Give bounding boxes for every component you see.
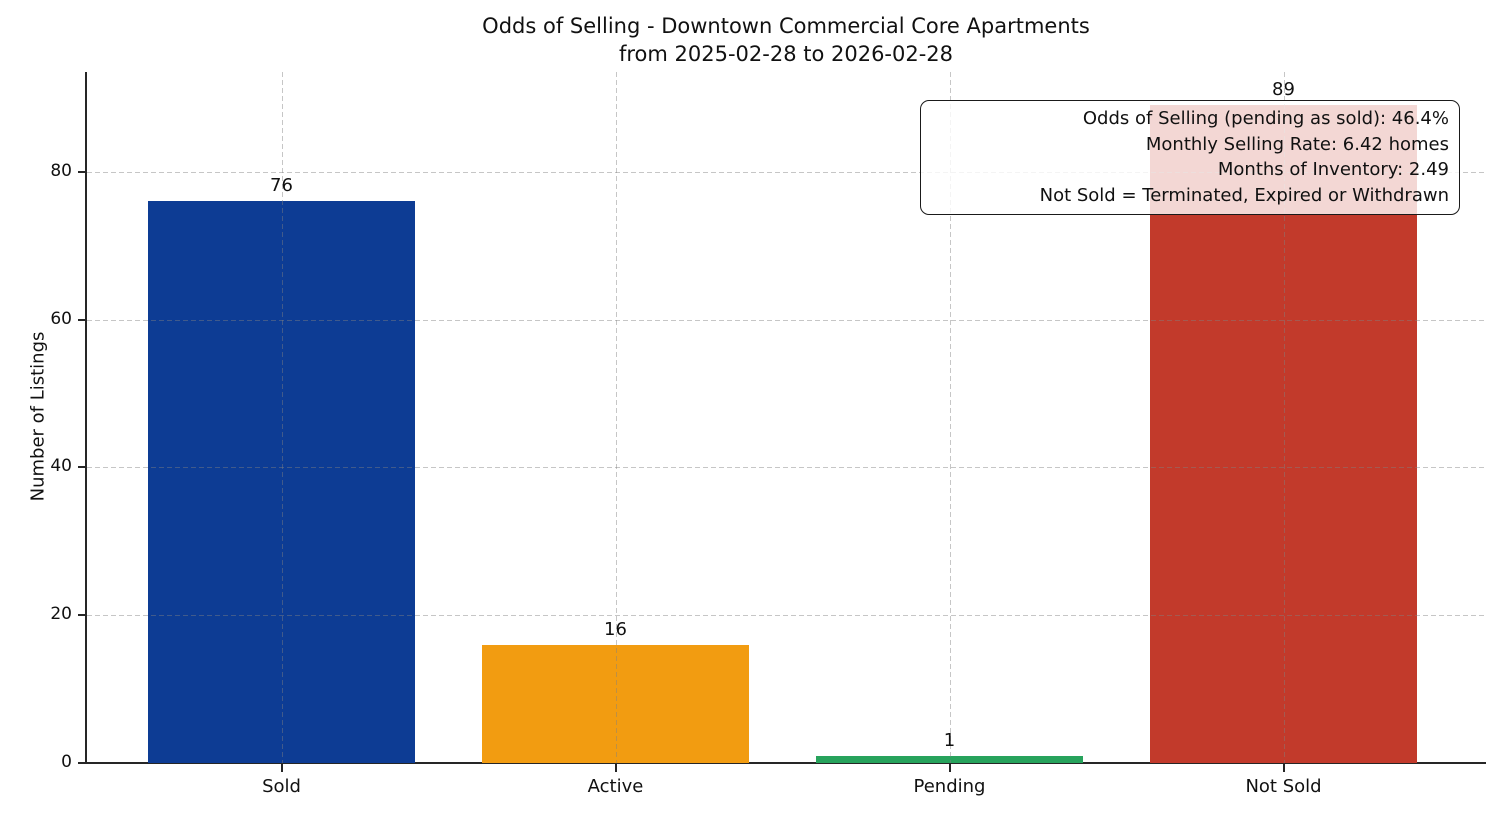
y-tick-label-60: 60: [50, 308, 72, 329]
annotation-line-notsold-def: Not Sold = Terminated, Expired or Withdr…: [1039, 184, 1449, 206]
chart-title-line1: Odds of Selling - Downtown Commercial Co…: [482, 14, 1090, 38]
y-tick-label-20: 20: [50, 604, 72, 625]
bar-value-active: 16: [604, 618, 627, 640]
bar-pending: [816, 755, 1083, 763]
gridline-h-40: [87, 467, 1485, 469]
y-tick-20: [78, 614, 86, 617]
y-tick-0: [78, 762, 86, 764]
y-tick-label-0: 0: [61, 752, 72, 772]
gridline-h-60: [87, 319, 1485, 321]
chart-title-line2: from 2025-02-28 to 2026-02-28: [618, 42, 954, 66]
gridline-v-sold: [281, 72, 283, 763]
annotation-line-inventory: Months of Inventory: 2.49: [1217, 159, 1449, 180]
bar-active: [482, 644, 749, 763]
y-axis-label: Number of Listings: [27, 331, 49, 502]
bar-value-sold: 76: [270, 175, 293, 197]
y-tick-label-40: 40: [50, 456, 72, 477]
y-tick-60: [78, 318, 86, 321]
x-tick-label-pending: Pending: [913, 776, 986, 797]
gridline-v-not-sold: [1283, 72, 1285, 763]
annotation-box: Odds of Selling (pending as sold): 46.4%…: [920, 100, 1460, 215]
x-tick-pending: [948, 764, 951, 772]
x-tick-sold: [280, 764, 283, 772]
bar-value-pending: 1: [943, 729, 956, 751]
gridline-v-active: [615, 72, 617, 763]
annotation-line-rate: Monthly Selling Rate: 6.42 homes: [1145, 133, 1449, 155]
annotation-line-odds: Odds of Selling (pending as sold): 46.4%: [1082, 108, 1449, 129]
chart-title: Odds of Selling - Downtown Commercial Co…: [87, 12, 1485, 68]
x-tick-not-sold: [1282, 764, 1285, 772]
y-axis-spine: [85, 72, 87, 764]
x-tick-label-not-sold: Not Sold: [1245, 776, 1322, 797]
y-tick-40: [78, 466, 86, 469]
y-tick-80: [78, 170, 86, 173]
gridline-h-20: [87, 615, 1485, 617]
bar-value-not-sold: 89: [1272, 79, 1295, 101]
x-tick-active: [614, 764, 617, 772]
gridline-h-80: [87, 171, 1485, 173]
x-axis-spine: [85, 762, 1486, 764]
bar-sold: [148, 201, 415, 763]
x-tick-label-active: Active: [587, 776, 644, 797]
y-tick-label-80: 80: [50, 160, 72, 181]
gridline-v-pending: [949, 72, 951, 763]
x-tick-label-sold: Sold: [262, 776, 301, 797]
